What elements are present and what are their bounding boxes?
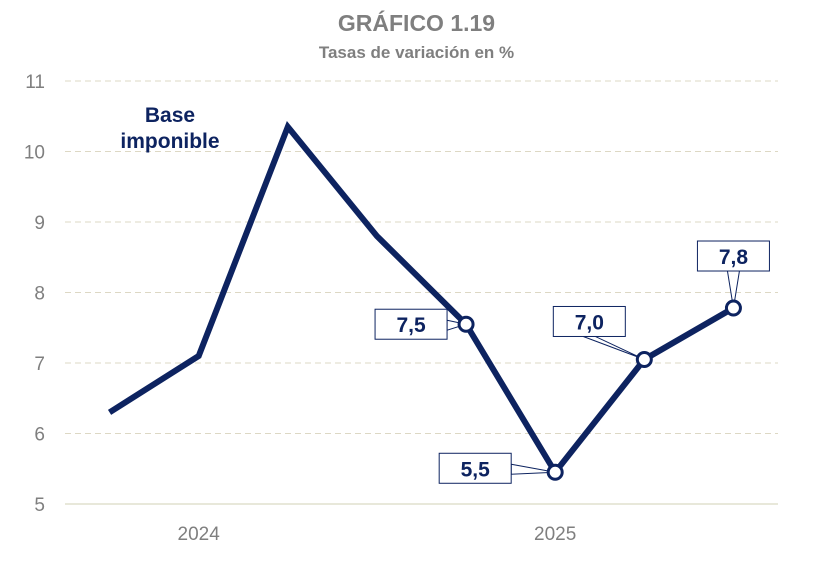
callout-box: [696, 240, 770, 272]
series-label-line: Base: [145, 104, 195, 127]
x-tick-label: 2024: [178, 524, 221, 545]
y-tick-label: 10: [24, 143, 45, 164]
chart-subtitle: Tasas de variación en %: [318, 43, 515, 62]
data-point-marker: [724, 299, 742, 317]
data-label-text: 7,5: [396, 314, 426, 337]
callout-box: [374, 308, 448, 340]
callout-box: [438, 452, 512, 484]
series-line: [107, 120, 735, 478]
data-point-marker: [546, 463, 564, 481]
y-tick-label: 6: [34, 425, 45, 446]
data-label: 7,8: [696, 240, 770, 309]
y-tick-label: 9: [34, 213, 45, 234]
callout-box: [552, 305, 626, 337]
series-label-line: imponible: [120, 130, 219, 153]
series-label: Base imponible: [120, 104, 219, 153]
data-point-marker: [635, 350, 653, 368]
y-tick-label: 5: [34, 495, 45, 516]
y-tick-label: 8: [34, 284, 45, 305]
data-label: 5,5: [438, 452, 556, 484]
data-label-text: 7,0: [575, 311, 604, 334]
data-label: 7,5: [374, 308, 469, 340]
data-label-text: 7,8: [719, 246, 749, 269]
chart-title: GRÁFICO 1.19: [337, 10, 496, 36]
y-tick-label: 7: [34, 354, 45, 375]
data-point-marker: [457, 315, 475, 333]
callout-pointer: [583, 335, 645, 360]
data-label-text: 5,5: [461, 458, 491, 481]
y-tick-label: 11: [25, 72, 45, 93]
x-tick-label: 2025: [534, 524, 576, 545]
data-label: 7,0: [552, 305, 645, 360]
